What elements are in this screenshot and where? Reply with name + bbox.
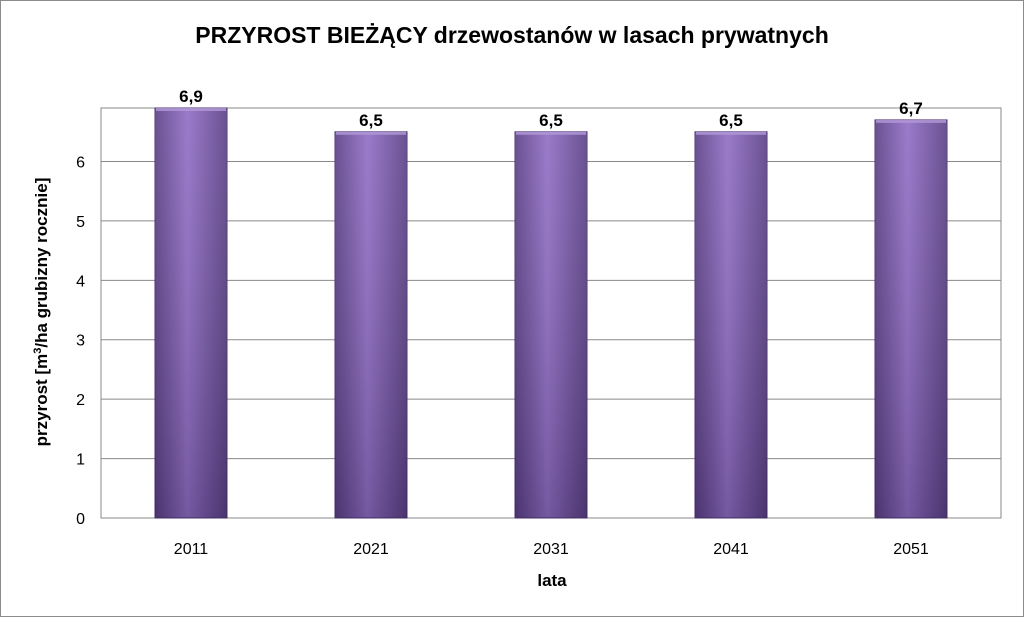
bar-top-highlight: [516, 131, 586, 135]
bar-top-highlight: [876, 119, 946, 123]
bar-top-highlight: [696, 131, 766, 135]
y-axis-label: przyrost [m3/ha grubizny rocznie]: [32, 178, 51, 447]
y-tick-label: 5: [76, 214, 85, 231]
bars: [154, 107, 948, 519]
chart-title: PRZYROST BIEŻĄCY drzewostanów w lasach p…: [195, 22, 829, 48]
x-tick-label: 2021: [353, 541, 389, 558]
y-tick-label: 1: [76, 452, 85, 469]
x-tick-label: 2041: [713, 541, 749, 558]
x-tick-label: 2051: [893, 541, 929, 558]
y-tick-label: 2: [76, 392, 85, 409]
data-label: 6,5: [539, 111, 563, 130]
y-axis-label-prefix: przyrost [m: [32, 354, 51, 447]
bar-shade: [155, 108, 227, 518]
data-label: 6,9: [179, 87, 203, 106]
bar-shade: [335, 131, 407, 518]
x-tick-label: 2031: [533, 541, 569, 558]
bar: [514, 131, 588, 519]
y-tick-label: 0: [76, 511, 85, 528]
bar-shade: [515, 131, 587, 518]
bar-top-highlight: [336, 131, 406, 135]
bar-shade: [695, 131, 767, 518]
data-label: 6,5: [359, 111, 383, 130]
y-axis-label-suffix: /ha grubizny rocznie]: [32, 178, 51, 348]
data-label: 6,7: [899, 99, 923, 118]
x-axis-label: lata: [537, 571, 567, 590]
y-axis-label-superscript: 3: [32, 348, 44, 354]
bar-shade: [875, 119, 947, 518]
bar: [874, 119, 948, 519]
y-tick-label: 4: [76, 273, 85, 290]
bar-top-highlight: [156, 108, 226, 111]
y-axis-ticks: 0 1 2 3 4 5 6: [76, 154, 85, 528]
data-labels: 6,9 6,5 6,5 6,5 6,7: [179, 87, 923, 130]
y-tick-label: 6: [76, 154, 85, 171]
y-tick-label: 3: [76, 333, 85, 350]
bar: [334, 131, 408, 519]
x-axis-ticks: 2011 2021 2031 2041 2051: [174, 541, 929, 558]
bar: [154, 107, 228, 519]
x-tick-label: 2011: [174, 541, 209, 558]
bar: [694, 131, 768, 519]
data-label: 6,5: [719, 111, 743, 130]
